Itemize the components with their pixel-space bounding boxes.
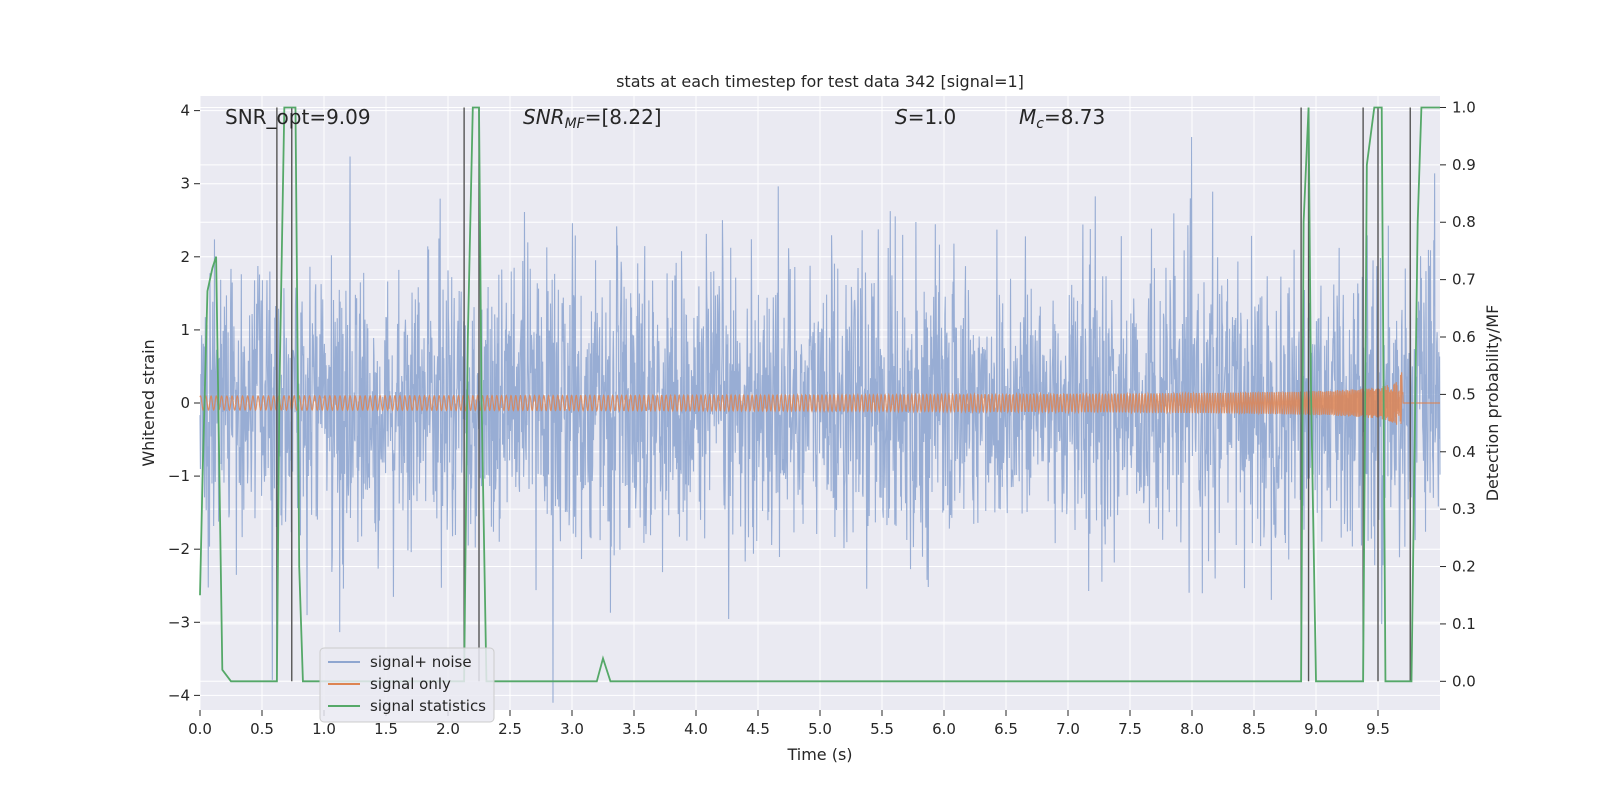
legend-label-noise: signal+ noise	[370, 653, 472, 671]
y-left-tick-label: 1	[180, 321, 190, 339]
x-tick-label: 1.5	[374, 720, 398, 738]
y-right-tick-label: 1.0	[1452, 98, 1476, 116]
x-tick-label: 9.0	[1304, 720, 1328, 738]
y-left-tick-label: 4	[180, 102, 190, 120]
y-right-tick-label: 0.6	[1452, 328, 1476, 346]
y-axis-left-title: Whitened strain	[139, 339, 158, 466]
x-tick-label: 8.5	[1242, 720, 1266, 738]
x-tick-label: 1.0	[312, 720, 336, 738]
y-right-tick-label: 0.2	[1452, 558, 1476, 576]
x-tick-label: 2.5	[498, 720, 522, 738]
x-tick-label: 7.0	[1056, 720, 1080, 738]
y-right-tick-label: 0.5	[1452, 385, 1476, 403]
series-line-signal-statistics	[199, 106, 1440, 683]
y-left-tick-label: 0	[180, 394, 190, 412]
x-tick-label: 9.5	[1366, 720, 1390, 738]
x-tick-label: 6.0	[932, 720, 956, 738]
y-left-tick-label: 3	[180, 175, 190, 193]
legend: signal+ noise signal only signal statist…	[319, 647, 495, 723]
y-right-tick-label: 0.0	[1452, 672, 1476, 690]
annotation-snr-mf: SNRMF=[8.22]	[523, 105, 662, 132]
x-tick-label: 3.0	[560, 720, 584, 738]
annotation-snr-opt: SNR_opt=9.09	[225, 105, 371, 129]
y-axis-right-ticks: 0.0 0.1 0.2 0.3 0.4 0.5 0.6 0.7 0.8 0.9 1.0	[1440, 98, 1476, 690]
y-left-tick-label: −1	[168, 467, 190, 485]
legend-label-stats: signal statistics	[370, 697, 486, 715]
y-right-tick-label: 0.3	[1452, 500, 1476, 518]
x-tick-label: 5.0	[808, 720, 832, 738]
y-left-tick-label: −3	[168, 613, 190, 631]
signal-plus-noise-series	[199, 136, 1441, 703]
y-axis-right-title: Detection probability/MF	[1483, 305, 1502, 502]
chart-title: stats at each timestep for test data 342…	[616, 72, 1024, 91]
y-axis-left-ticks: −4 −3 −2 −1 0 1 2 3 4	[168, 102, 200, 704]
series-line-signal-only	[199, 372, 1440, 425]
y-right-tick-label: 0.9	[1452, 156, 1476, 174]
annotation-mc: Mc=8.73	[1019, 105, 1105, 132]
signal-only-series	[199, 372, 1440, 425]
signal-statistics-series	[199, 106, 1440, 683]
legend-label-signal: signal only	[370, 675, 451, 693]
y-right-tick-label: 0.1	[1452, 615, 1476, 633]
legend-box	[319, 647, 495, 723]
x-tick-label: 4.5	[746, 720, 770, 738]
x-tick-label: 8.0	[1180, 720, 1204, 738]
x-tick-label: 2.0	[436, 720, 460, 738]
x-axis-ticks: 0.0 0.5 1.0 1.5 2.0 2.5 3.0 3.5 4.0 4.5 5.0 5.5 6.0 6…	[188, 710, 1390, 738]
x-tick-label: 3.5	[622, 720, 646, 738]
annotation-s: S=1.0	[895, 105, 956, 129]
series-line-signal-plus-noise	[199, 136, 1441, 703]
x-tick-label: 7.5	[1118, 720, 1142, 738]
y-left-tick-label: −2	[168, 540, 190, 558]
y-right-tick-label: 0.7	[1452, 271, 1476, 289]
x-tick-label: 0.5	[250, 720, 274, 738]
y-left-tick-label: −4	[168, 686, 190, 704]
x-tick-label: 6.5	[994, 720, 1018, 738]
x-tick-label: 5.5	[870, 720, 894, 738]
y-right-tick-label: 0.8	[1452, 213, 1476, 231]
y-left-tick-label: 2	[180, 248, 190, 266]
y-right-tick-label: 0.4	[1452, 443, 1476, 461]
x-tick-label: 4.0	[684, 720, 708, 738]
x-tick-label: 0.0	[188, 720, 212, 738]
x-axis-title: Time (s)	[786, 745, 852, 764]
